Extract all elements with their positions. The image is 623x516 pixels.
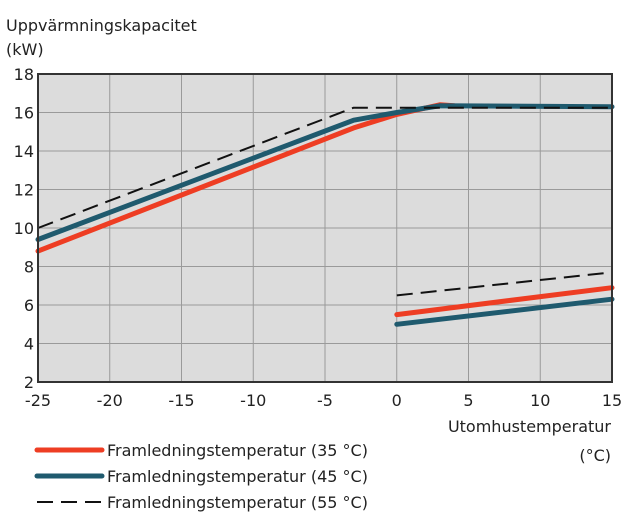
x-tick-label: 0 (392, 391, 402, 410)
y-tick-label: 12 (14, 181, 34, 200)
y-tick-label: 4 (24, 335, 34, 354)
x-axis-label-line2: (°C) (579, 446, 611, 465)
x-tick-label: -20 (97, 391, 123, 410)
series-line (394, 285, 615, 318)
y-tick-label: 16 (14, 104, 34, 123)
x-tick-label: 5 (463, 391, 473, 410)
y-tick-label: 14 (14, 142, 34, 161)
legend-label: Framledningstemperatur (55 °C) (107, 493, 368, 512)
x-tick-label: 15 (602, 391, 622, 410)
legend-item: Framledningstemperatur (35 °C) (34, 441, 368, 460)
legend-label: Framledningstemperatur (45 °C) (107, 467, 368, 486)
x-tick-label: -5 (317, 391, 333, 410)
y-axis-label-line2: (kW) (6, 40, 44, 59)
series-line (37, 106, 612, 229)
y-tick-label: 18 (14, 65, 34, 84)
legend-label: Framledningstemperatur (35 °C) (107, 441, 368, 460)
series-line (394, 296, 615, 327)
series-2 (35, 103, 615, 327)
x-tick-label: -15 (168, 391, 194, 410)
x-tick-label: -10 (240, 391, 266, 410)
y-tick-label: 10 (14, 219, 34, 238)
plot-frame (37, 73, 613, 383)
y-axis-label-line1: Uppvärmningskapacitet (6, 16, 197, 35)
x-tick-label: -25 (25, 391, 51, 410)
y-tick-label: 8 (24, 258, 34, 277)
series-3 (37, 106, 613, 297)
x-tick-labels: -25 -20 -15 -10 -5 0 5 10 15 (25, 391, 622, 410)
x-tick-label: 10 (530, 391, 550, 410)
x-axis-label-line1: Utomhustemperatur (448, 417, 611, 436)
series-line (396, 271, 613, 297)
y-tick-labels: 2 4 6 8 10 12 14 16 18 (14, 65, 34, 392)
series-layer (35, 102, 615, 327)
y-tick-label: 2 (24, 373, 34, 392)
y-tick-label: 6 (24, 296, 34, 315)
legend-item: Framledningstemperatur (45 °C) (34, 467, 368, 486)
legend-item: Framledningstemperatur (55 °C) (37, 493, 368, 512)
series-line (35, 103, 615, 242)
legend: Framledningstemperatur (35 °C) Framlednin… (34, 441, 368, 512)
